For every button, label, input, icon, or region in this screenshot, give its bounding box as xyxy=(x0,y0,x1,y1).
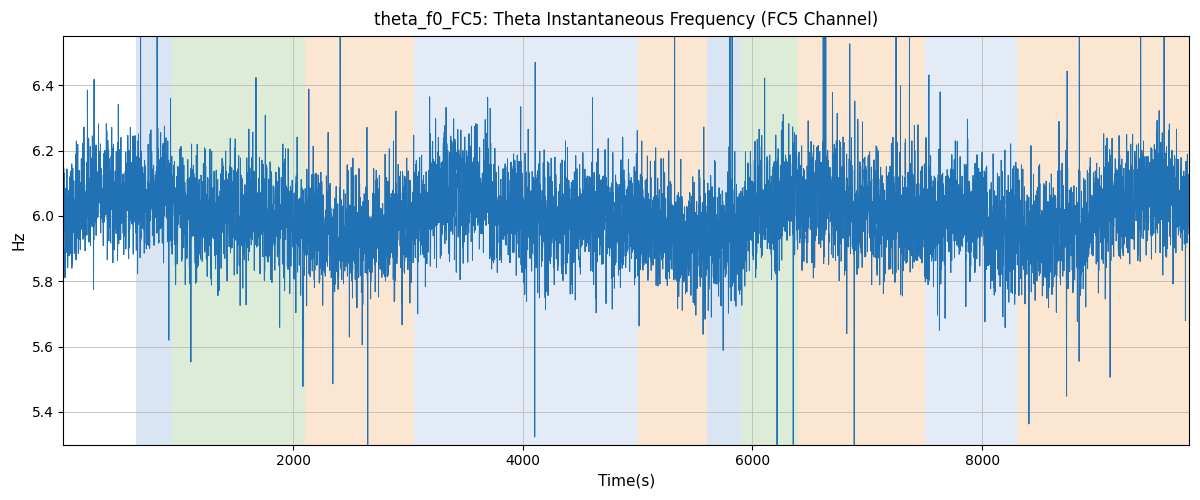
Bar xyxy=(460,36,637,445)
Y-axis label: Hz: Hz xyxy=(11,230,26,250)
X-axis label: Time(s): Time(s) xyxy=(598,474,655,489)
Bar xyxy=(740,36,798,445)
Bar xyxy=(136,36,173,445)
Bar xyxy=(1016,36,1189,445)
Bar xyxy=(305,36,414,445)
Bar xyxy=(707,36,740,445)
Bar xyxy=(925,36,1016,445)
Title: theta_f0_FC5: Theta Instantaneous Frequency (FC5 Channel): theta_f0_FC5: Theta Instantaneous Freque… xyxy=(374,11,878,30)
Bar xyxy=(637,36,707,445)
Bar xyxy=(414,36,460,445)
Bar xyxy=(798,36,925,445)
Bar xyxy=(173,36,305,445)
